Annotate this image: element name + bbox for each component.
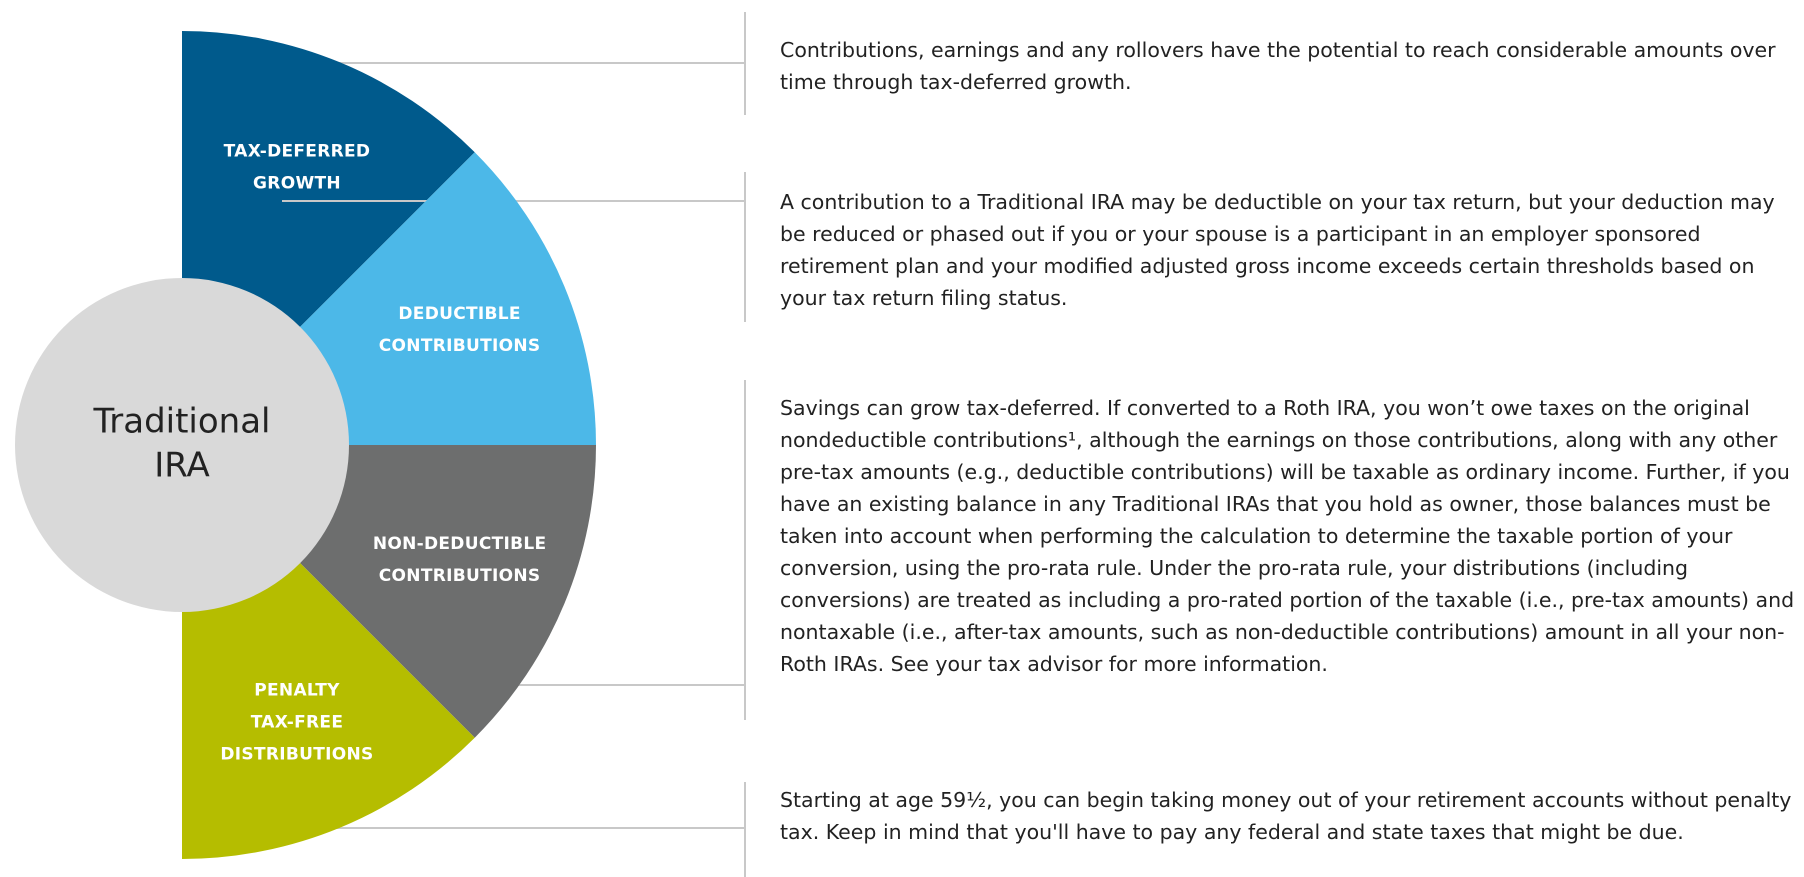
description: Contributions, earnings and any rollover… <box>780 38 1776 94</box>
segment-label: CONTRIBUTIONS <box>379 336 541 356</box>
center-label: IRA <box>154 446 210 486</box>
description: Savings can grow tax-deferred. If conver… <box>780 396 1795 676</box>
center-circle <box>15 278 349 612</box>
center-label: Traditional <box>92 402 270 442</box>
segment-label: TAX-FREE <box>251 713 344 733</box>
description: Starting at age 59½, you can begin takin… <box>780 788 1792 844</box>
segment-label: NON-DEDUCTIBLE <box>373 534 547 554</box>
divider <box>744 172 746 322</box>
segment-label: DISTRIBUTIONS <box>220 745 373 765</box>
description: A contribution to a Traditional IRA may … <box>780 190 1775 310</box>
segment-label: PENALTY <box>254 681 340 701</box>
segment-label: DEDUCTIBLE <box>398 304 520 324</box>
divider <box>744 380 746 720</box>
divider <box>744 12 746 115</box>
divider <box>744 782 746 877</box>
segment-label: CONTRIBUTIONS <box>379 566 541 586</box>
segment-label: TAX-DEFERRED <box>224 141 371 161</box>
segment-label: GROWTH <box>253 173 341 193</box>
